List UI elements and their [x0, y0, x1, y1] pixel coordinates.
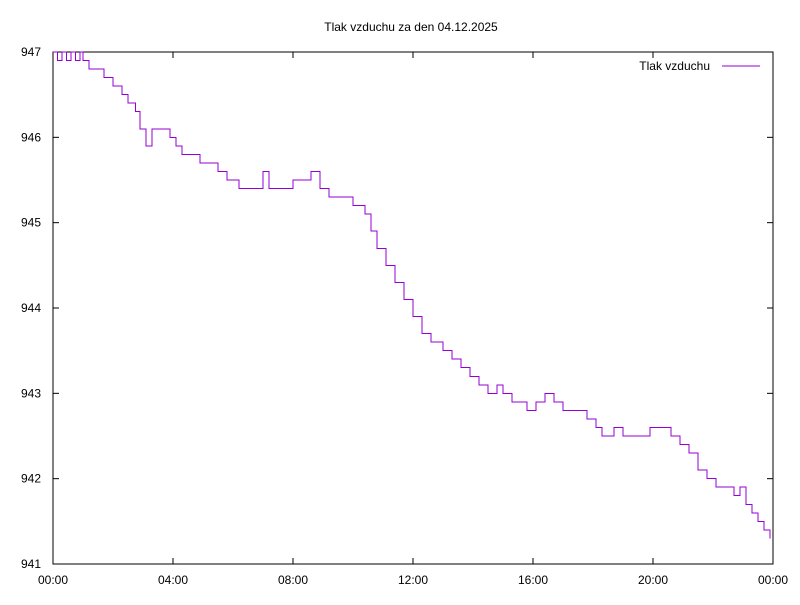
y-tick-label: 947 [21, 45, 41, 59]
series-line-0 [53, 51, 771, 539]
y-tick-label: 942 [21, 472, 41, 486]
chart-title: Tlak vzduchu za den 04.12.2025 [324, 20, 498, 34]
x-tick-label: 00:00 [38, 573, 68, 587]
x-tick-label: 00:00 [758, 573, 788, 587]
x-tick-label: 12:00 [398, 573, 428, 587]
x-tick-label: 16:00 [518, 573, 548, 587]
legend: Tlak vzduchu [639, 59, 760, 73]
y-tick-label: 946 [21, 130, 41, 144]
legend-label: Tlak vzduchu [639, 59, 710, 73]
y-tick-label: 944 [21, 301, 41, 315]
x-tick-label: 08:00 [278, 573, 308, 587]
x-axis-ticks: 00:00 04:00 08:00 12:00 16:00 20:00 00:00 [38, 52, 788, 587]
y-tick-label: 945 [21, 216, 41, 230]
y-tick-label: 943 [21, 386, 41, 400]
y-tick-label: 941 [21, 557, 41, 571]
series-layer [53, 51, 771, 539]
y-axis-ticks: 941 942 943 944 945 946 947 [21, 45, 773, 571]
x-tick-label: 20:00 [638, 573, 668, 587]
x-tick-label: 04:00 [158, 573, 188, 587]
